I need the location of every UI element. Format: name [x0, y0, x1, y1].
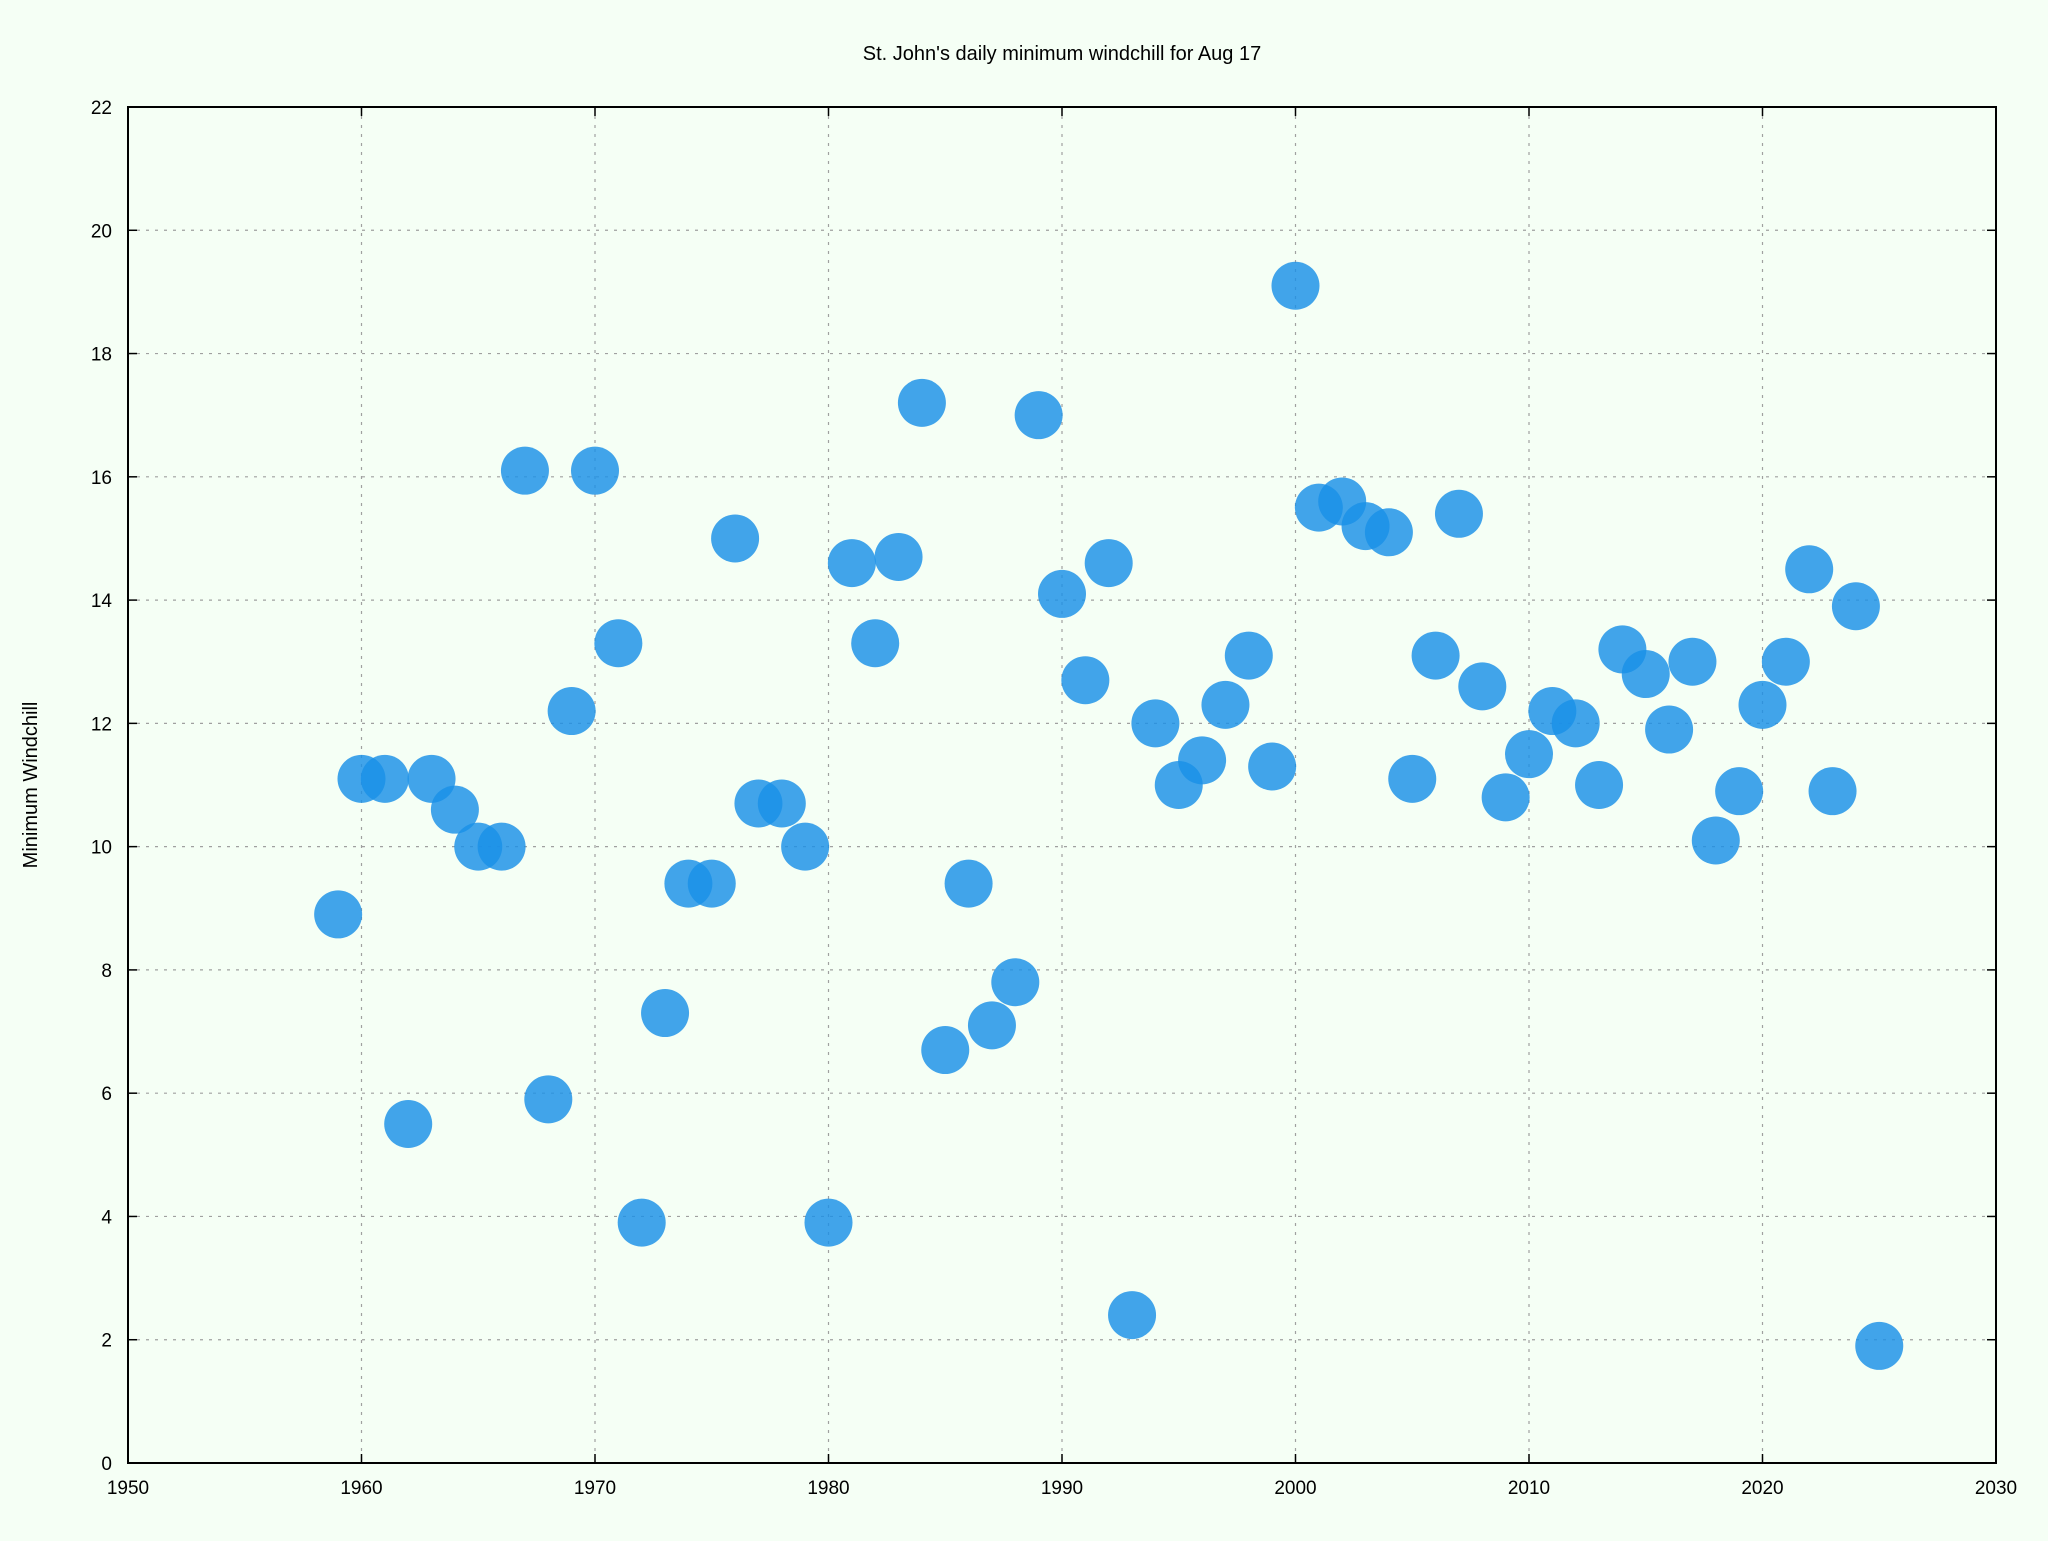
data-point	[1715, 767, 1764, 816]
plot-frame	[127, 106, 1997, 1464]
y-tick-label: 8	[101, 961, 112, 982]
data-point	[757, 779, 806, 828]
data-point	[1575, 761, 1624, 809]
x-tick-label: 1970	[574, 1478, 616, 1499]
data-point	[1668, 637, 1717, 686]
data-point	[1551, 699, 1600, 748]
data-point	[944, 859, 993, 908]
data-point	[1061, 656, 1110, 705]
data-point	[1481, 773, 1530, 822]
x-tick-labels: 1950 1960 1970 1980 1990 2000 2010 2020 2030	[107, 1478, 2017, 1499]
data-point	[1831, 582, 1880, 631]
y-tick-label: 16	[91, 468, 112, 489]
grid-lines	[128, 107, 1996, 1463]
y-tick-label: 10	[91, 838, 112, 859]
data-point	[1178, 736, 1227, 785]
data-point	[967, 1001, 1016, 1050]
data-point	[1505, 730, 1553, 779]
data-point	[991, 958, 1040, 1007]
data-point	[1691, 816, 1740, 865]
data-point	[1084, 539, 1133, 588]
data-point	[1621, 650, 1670, 699]
data-point	[711, 514, 760, 563]
data-point	[430, 785, 479, 834]
data-point	[1038, 569, 1086, 618]
data-point	[384, 1100, 433, 1148]
data-point	[921, 1026, 970, 1075]
data-point	[1645, 705, 1694, 754]
data-point	[1248, 742, 1297, 791]
y-tick-label: 14	[91, 591, 113, 612]
y-tick-label: 22	[91, 98, 112, 119]
y-tick-label: 4	[101, 1207, 112, 1228]
data-point	[360, 754, 409, 803]
data-point	[1388, 754, 1437, 803]
data-point	[1761, 637, 1810, 686]
data-point	[1201, 680, 1250, 729]
data-point	[1271, 261, 1320, 310]
data-point	[897, 378, 946, 427]
y-axis-title: Minimum Windchill	[20, 702, 42, 869]
data-point	[1738, 680, 1787, 729]
data-point	[524, 1075, 573, 1124]
data-point	[687, 859, 736, 908]
data-point	[1131, 699, 1180, 748]
data-point	[1855, 1321, 1904, 1370]
x-tick-label: 2000	[1274, 1478, 1316, 1499]
data-point	[1014, 391, 1063, 440]
data-points	[314, 261, 1904, 1370]
y-tick-label: 18	[91, 345, 112, 366]
data-point	[851, 619, 900, 668]
data-point	[1808, 767, 1857, 816]
chart-title: St. John's daily minimum windchill for A…	[863, 43, 1261, 65]
x-tick-label: 1960	[340, 1478, 382, 1499]
data-point	[1411, 631, 1460, 680]
data-point	[1108, 1291, 1157, 1340]
data-point	[641, 989, 690, 1038]
y-tick-label: 0	[101, 1454, 112, 1475]
x-tick-label: 2010	[1508, 1478, 1550, 1499]
data-point	[827, 539, 876, 588]
data-point	[804, 1198, 853, 1247]
y-tick-labels: 0 2 4 6 8 10 12 14 16 18 20 22	[91, 98, 113, 1475]
data-point	[1224, 631, 1273, 680]
x-tick-label: 1950	[107, 1478, 149, 1499]
y-tick-label: 20	[91, 221, 112, 242]
data-point	[1434, 489, 1483, 538]
x-tick-label: 1990	[1041, 1478, 1083, 1499]
x-tick-label: 1980	[807, 1478, 849, 1499]
y-tick-label: 2	[101, 1331, 112, 1352]
data-point	[314, 890, 363, 939]
data-point	[617, 1198, 666, 1247]
y-tick-label: 12	[91, 714, 112, 735]
x-tick-label: 2020	[1741, 1478, 1783, 1499]
data-point	[781, 822, 830, 871]
data-point	[1785, 545, 1834, 594]
data-point	[1364, 508, 1413, 557]
data-point	[571, 446, 619, 495]
data-point	[1458, 662, 1507, 711]
x-tick-label: 2030	[1975, 1478, 2017, 1499]
y-tick-label: 6	[101, 1084, 112, 1105]
data-point	[874, 532, 923, 581]
data-point	[500, 446, 549, 495]
data-point	[547, 687, 596, 736]
data-point	[477, 822, 526, 871]
data-point	[594, 619, 643, 668]
